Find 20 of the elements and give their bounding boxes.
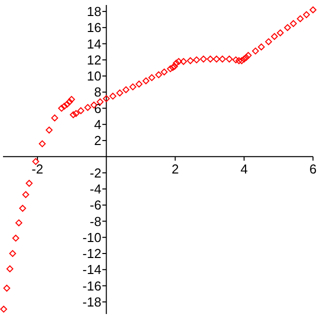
y-tick-label: -6 <box>90 198 102 213</box>
y-tick-label: -10 <box>82 230 102 245</box>
y-tick-label: 12 <box>86 52 102 68</box>
y-tick-label: 4 <box>94 116 102 132</box>
y-tick-label: 2 <box>94 133 102 148</box>
y-tick-label: -16 <box>82 278 102 294</box>
x-tick-label: 4 <box>240 162 248 177</box>
y-tick-label: 14 <box>86 36 102 52</box>
x-tick-label: -2 <box>32 162 44 177</box>
x-tick-label: 6 <box>309 162 317 177</box>
y-tick-label: -4 <box>90 182 102 196</box>
y-tick-label: 8 <box>94 84 102 100</box>
y-tick-label: 10 <box>86 68 102 84</box>
y-tick-label: 18 <box>86 4 102 20</box>
y-tick-label: -18 <box>82 294 102 310</box>
y-tick-label: -14 <box>82 262 102 278</box>
y-tick-label: -12 <box>82 246 102 262</box>
y-tick-label: 16 <box>86 20 102 36</box>
y-tick-label: -8 <box>90 214 102 229</box>
x-tick-label: 2 <box>172 162 179 177</box>
